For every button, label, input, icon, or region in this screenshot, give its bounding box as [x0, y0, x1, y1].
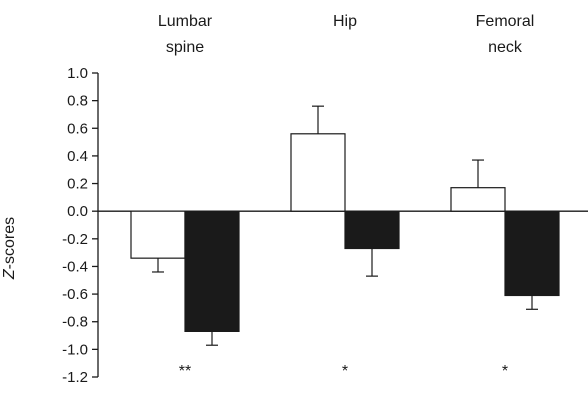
y-tick-label: -0.6 [62, 286, 88, 303]
category-label-line1: Femoral [476, 13, 535, 30]
y-tick-label: 0.6 [67, 120, 88, 137]
bars [130, 105, 560, 346]
bar [450, 187, 506, 212]
significance-marker: * [342, 363, 348, 380]
y-tick-label: -1.2 [62, 369, 88, 386]
category-label-line1: Lumbar [158, 13, 213, 30]
significance-marker: ** [179, 363, 191, 380]
significance-marker: * [502, 363, 508, 380]
category-labels: Lumbar spine Hip Femoral neck [158, 13, 534, 56]
bar [184, 210, 240, 333]
y-axis-title: Z-scores [1, 217, 18, 280]
bar [344, 210, 400, 250]
y-tick-label: 1.0 [67, 65, 88, 82]
y-tick-label: 0.2 [67, 176, 88, 193]
y-tick-label: 0.4 [67, 148, 88, 165]
y-tick-label: -0.2 [62, 231, 88, 248]
category-label-line2: neck [488, 39, 523, 56]
category-label-line1: Hip [333, 13, 357, 30]
bar [504, 210, 560, 297]
y-axis-title-italic: Z [1, 268, 18, 280]
y-tick-label: -1.0 [62, 341, 88, 358]
significance-labels: ** * * [179, 363, 508, 380]
y-tick-label: 0.0 [67, 203, 88, 220]
y-tick-label: -0.8 [62, 314, 88, 331]
bar [130, 210, 186, 259]
y-axis-title-rest: -scores [1, 217, 18, 269]
bar [290, 133, 346, 212]
y-tick-label: 0.8 [67, 93, 88, 110]
y-tick-label: -0.4 [62, 258, 88, 275]
category-label-line2: spine [166, 39, 204, 56]
